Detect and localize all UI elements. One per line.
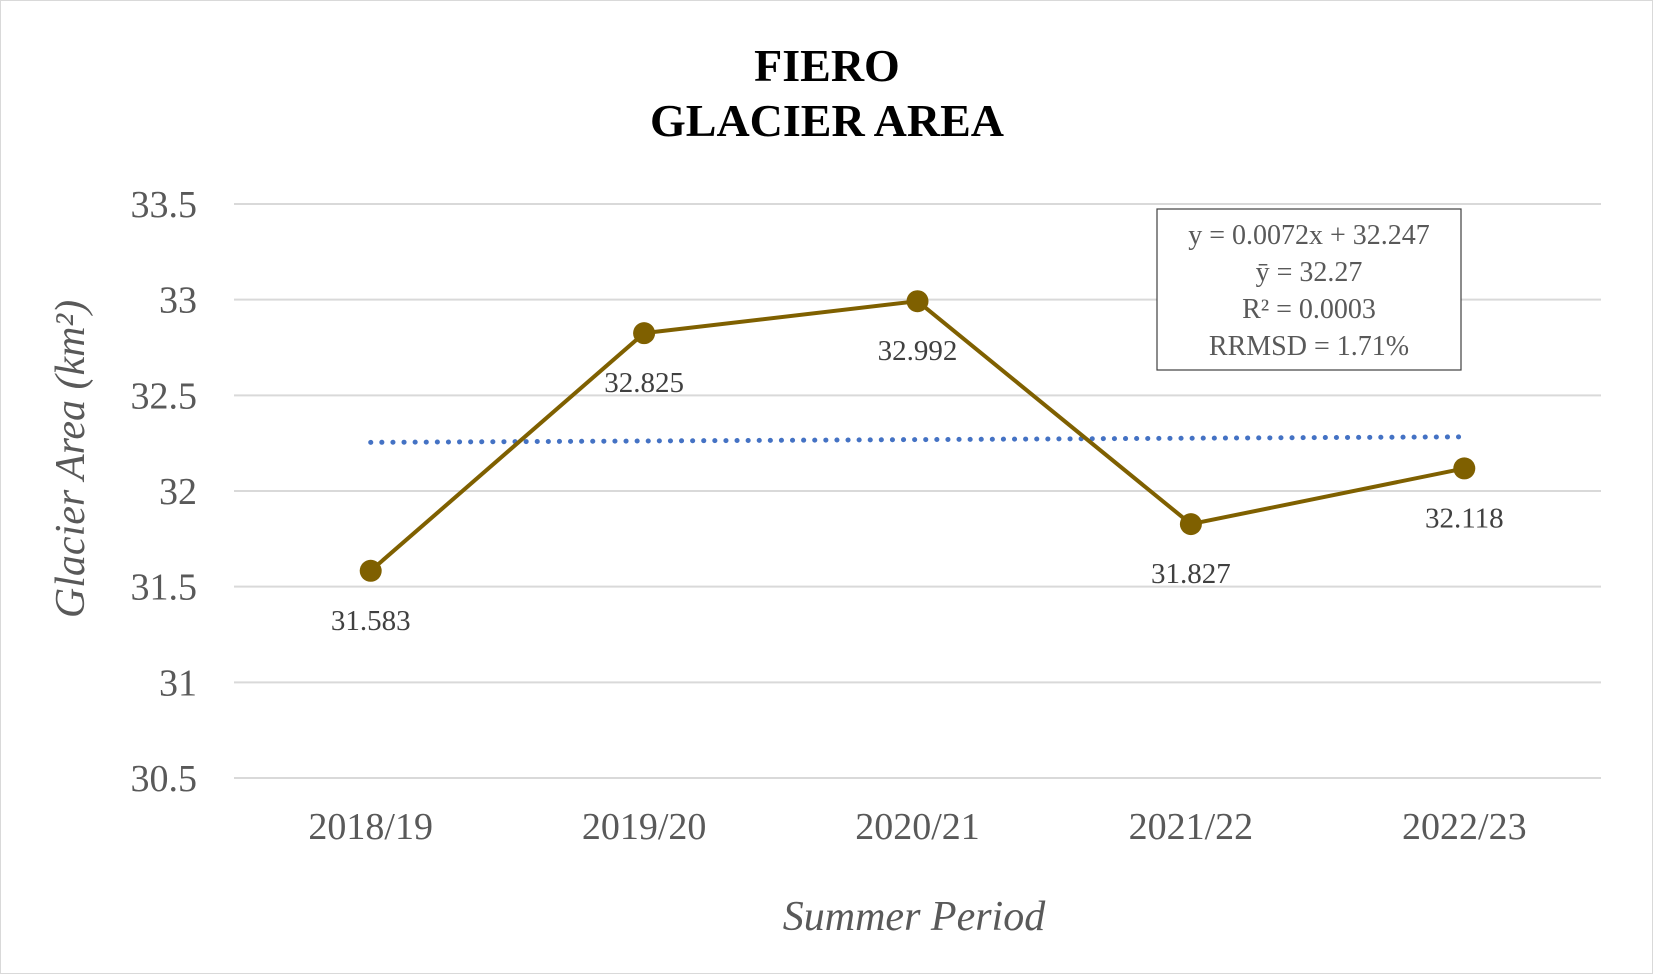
y-tick-label: 32.5 [131,375,198,417]
data-point [1179,513,1202,536]
stats-r-squared: R² = 0.0003 [1242,294,1376,325]
x-tick-label: 2021/22 [1129,806,1254,848]
data-label: 32.992 [878,335,958,367]
chart-title-line-1: FIERO [754,40,900,91]
y-tick-label: 31.5 [131,567,198,609]
x-axis-label: Summer Period [783,894,1046,940]
series-group [359,290,1476,582]
x-tick-label: 2022/23 [1402,806,1527,848]
y-tick-label: 33 [159,280,197,322]
stats-box-border [1156,208,1462,371]
data-label: 32.825 [604,367,684,399]
y-tick-label: 32 [159,471,197,513]
chart-title-line-2: GLACIER AREA [650,95,1004,146]
y-tick-label: 33.5 [131,184,198,226]
data-point [633,322,656,345]
data-label: 32.118 [1425,502,1504,534]
data-point [359,559,382,582]
data-point [1453,457,1476,480]
y-axis-label: Glacier Area (km²) [48,300,94,618]
y-tick-label: 30.5 [131,758,198,800]
x-tick-label: 2020/21 [855,806,980,848]
y-tick-labels: 30.5 31 31.5 32 32.5 33 33.5 [131,184,198,800]
stats-annotation-box: y = 0.0072x + 32.247 ȳ = 32.27 R² = 0.00… [1156,208,1462,371]
stats-rrmsd: RRMSD = 1.71% [1209,331,1409,362]
x-tick-labels: 2018/19 2019/20 2020/21 2021/22 2022/23 [308,806,1526,848]
data-label: 31.583 [331,605,411,637]
data-labels: 31.583 32.825 32.992 31.827 32.118 [331,335,1504,637]
y-tick-label: 31 [159,662,197,704]
trendline-group [368,434,1467,445]
x-tick-label: 2018/19 [308,806,433,848]
stats-equation: y = 0.0072x + 32.247 [1188,220,1430,251]
trendline [368,434,1467,445]
data-point [906,290,929,313]
data-label: 31.827 [1151,558,1231,590]
stats-mean: ȳ = 32.27 [1256,257,1363,288]
x-tick-label: 2019/20 [582,806,707,848]
